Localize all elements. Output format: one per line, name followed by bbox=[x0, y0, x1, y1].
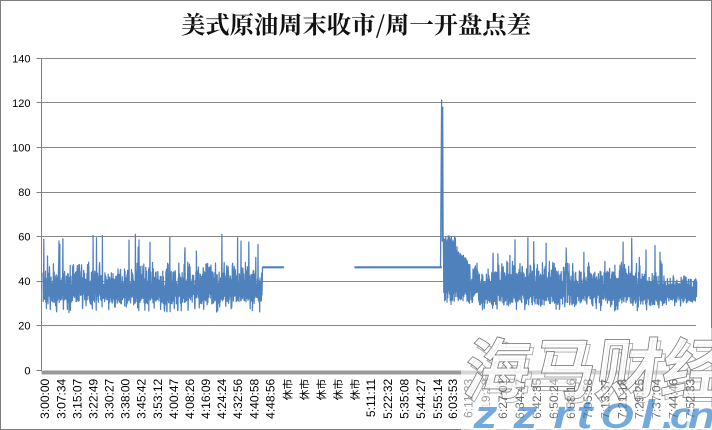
svg-text:3:22:49: 3:22:49 bbox=[87, 378, 101, 418]
svg-text:3:53:12: 3:53:12 bbox=[151, 378, 165, 418]
svg-text:140: 140 bbox=[12, 53, 30, 65]
svg-text:3:30:27: 3:30:27 bbox=[103, 378, 117, 418]
svg-text:4:16:09: 4:16:09 bbox=[199, 378, 213, 418]
svg-text:7:52:33: 7:52:33 bbox=[684, 378, 698, 418]
svg-text:40: 40 bbox=[18, 276, 30, 288]
svg-text:4:48:56: 4:48:56 bbox=[263, 378, 277, 418]
svg-text:3:45:42: 3:45:42 bbox=[135, 378, 149, 418]
svg-text:6:50:24: 6:50:24 bbox=[547, 378, 561, 418]
svg-text:80: 80 bbox=[18, 187, 30, 199]
svg-text:3:38:00: 3:38:00 bbox=[119, 378, 133, 418]
svg-text:7:05:58: 7:05:58 bbox=[581, 378, 595, 418]
svg-text:7:29:25: 7:29:25 bbox=[633, 378, 647, 418]
svg-text:100: 100 bbox=[12, 142, 30, 154]
svg-text:5:55:14: 5:55:14 bbox=[431, 378, 445, 418]
svg-text:3:15:07: 3:15:07 bbox=[70, 378, 84, 418]
svg-text:4:32:56: 4:32:56 bbox=[231, 378, 245, 418]
svg-text:7:13:37: 7:13:37 bbox=[598, 378, 612, 418]
svg-text:4:00:47: 4:00:47 bbox=[167, 378, 181, 418]
svg-text:0: 0 bbox=[24, 365, 30, 377]
svg-text:6:03:53: 6:03:53 bbox=[446, 378, 460, 418]
svg-text:6:34:47: 6:34:47 bbox=[513, 378, 527, 418]
svg-text:60: 60 bbox=[18, 232, 30, 244]
svg-text:3:00:00: 3:00:00 bbox=[38, 378, 52, 418]
svg-text:5:44:27: 5:44:27 bbox=[414, 378, 428, 418]
svg-text:6:27:01: 6:27:01 bbox=[496, 378, 510, 418]
svg-text:20: 20 bbox=[18, 321, 30, 333]
svg-text:6:58:16: 6:58:16 bbox=[564, 378, 578, 418]
svg-text:5:11:11: 5:11:11 bbox=[364, 378, 378, 417]
svg-text:4:40:58: 4:40:58 bbox=[247, 378, 261, 418]
svg-text:5:35:08: 5:35:08 bbox=[397, 378, 411, 418]
svg-text:7:44:46: 7:44:46 bbox=[667, 378, 681, 418]
svg-text:6:42:35: 6:42:35 bbox=[530, 378, 544, 418]
svg-text:4:24:24: 4:24:24 bbox=[215, 378, 229, 418]
svg-text:7:21:18: 7:21:18 bbox=[615, 378, 629, 418]
svg-text:7:37:04: 7:37:04 bbox=[650, 378, 664, 418]
svg-text:5:22:32: 5:22:32 bbox=[381, 378, 395, 418]
svg-text:4:08:26: 4:08:26 bbox=[183, 378, 197, 418]
svg-text:120: 120 bbox=[12, 98, 30, 110]
svg-text:3:07:34: 3:07:34 bbox=[54, 378, 68, 418]
